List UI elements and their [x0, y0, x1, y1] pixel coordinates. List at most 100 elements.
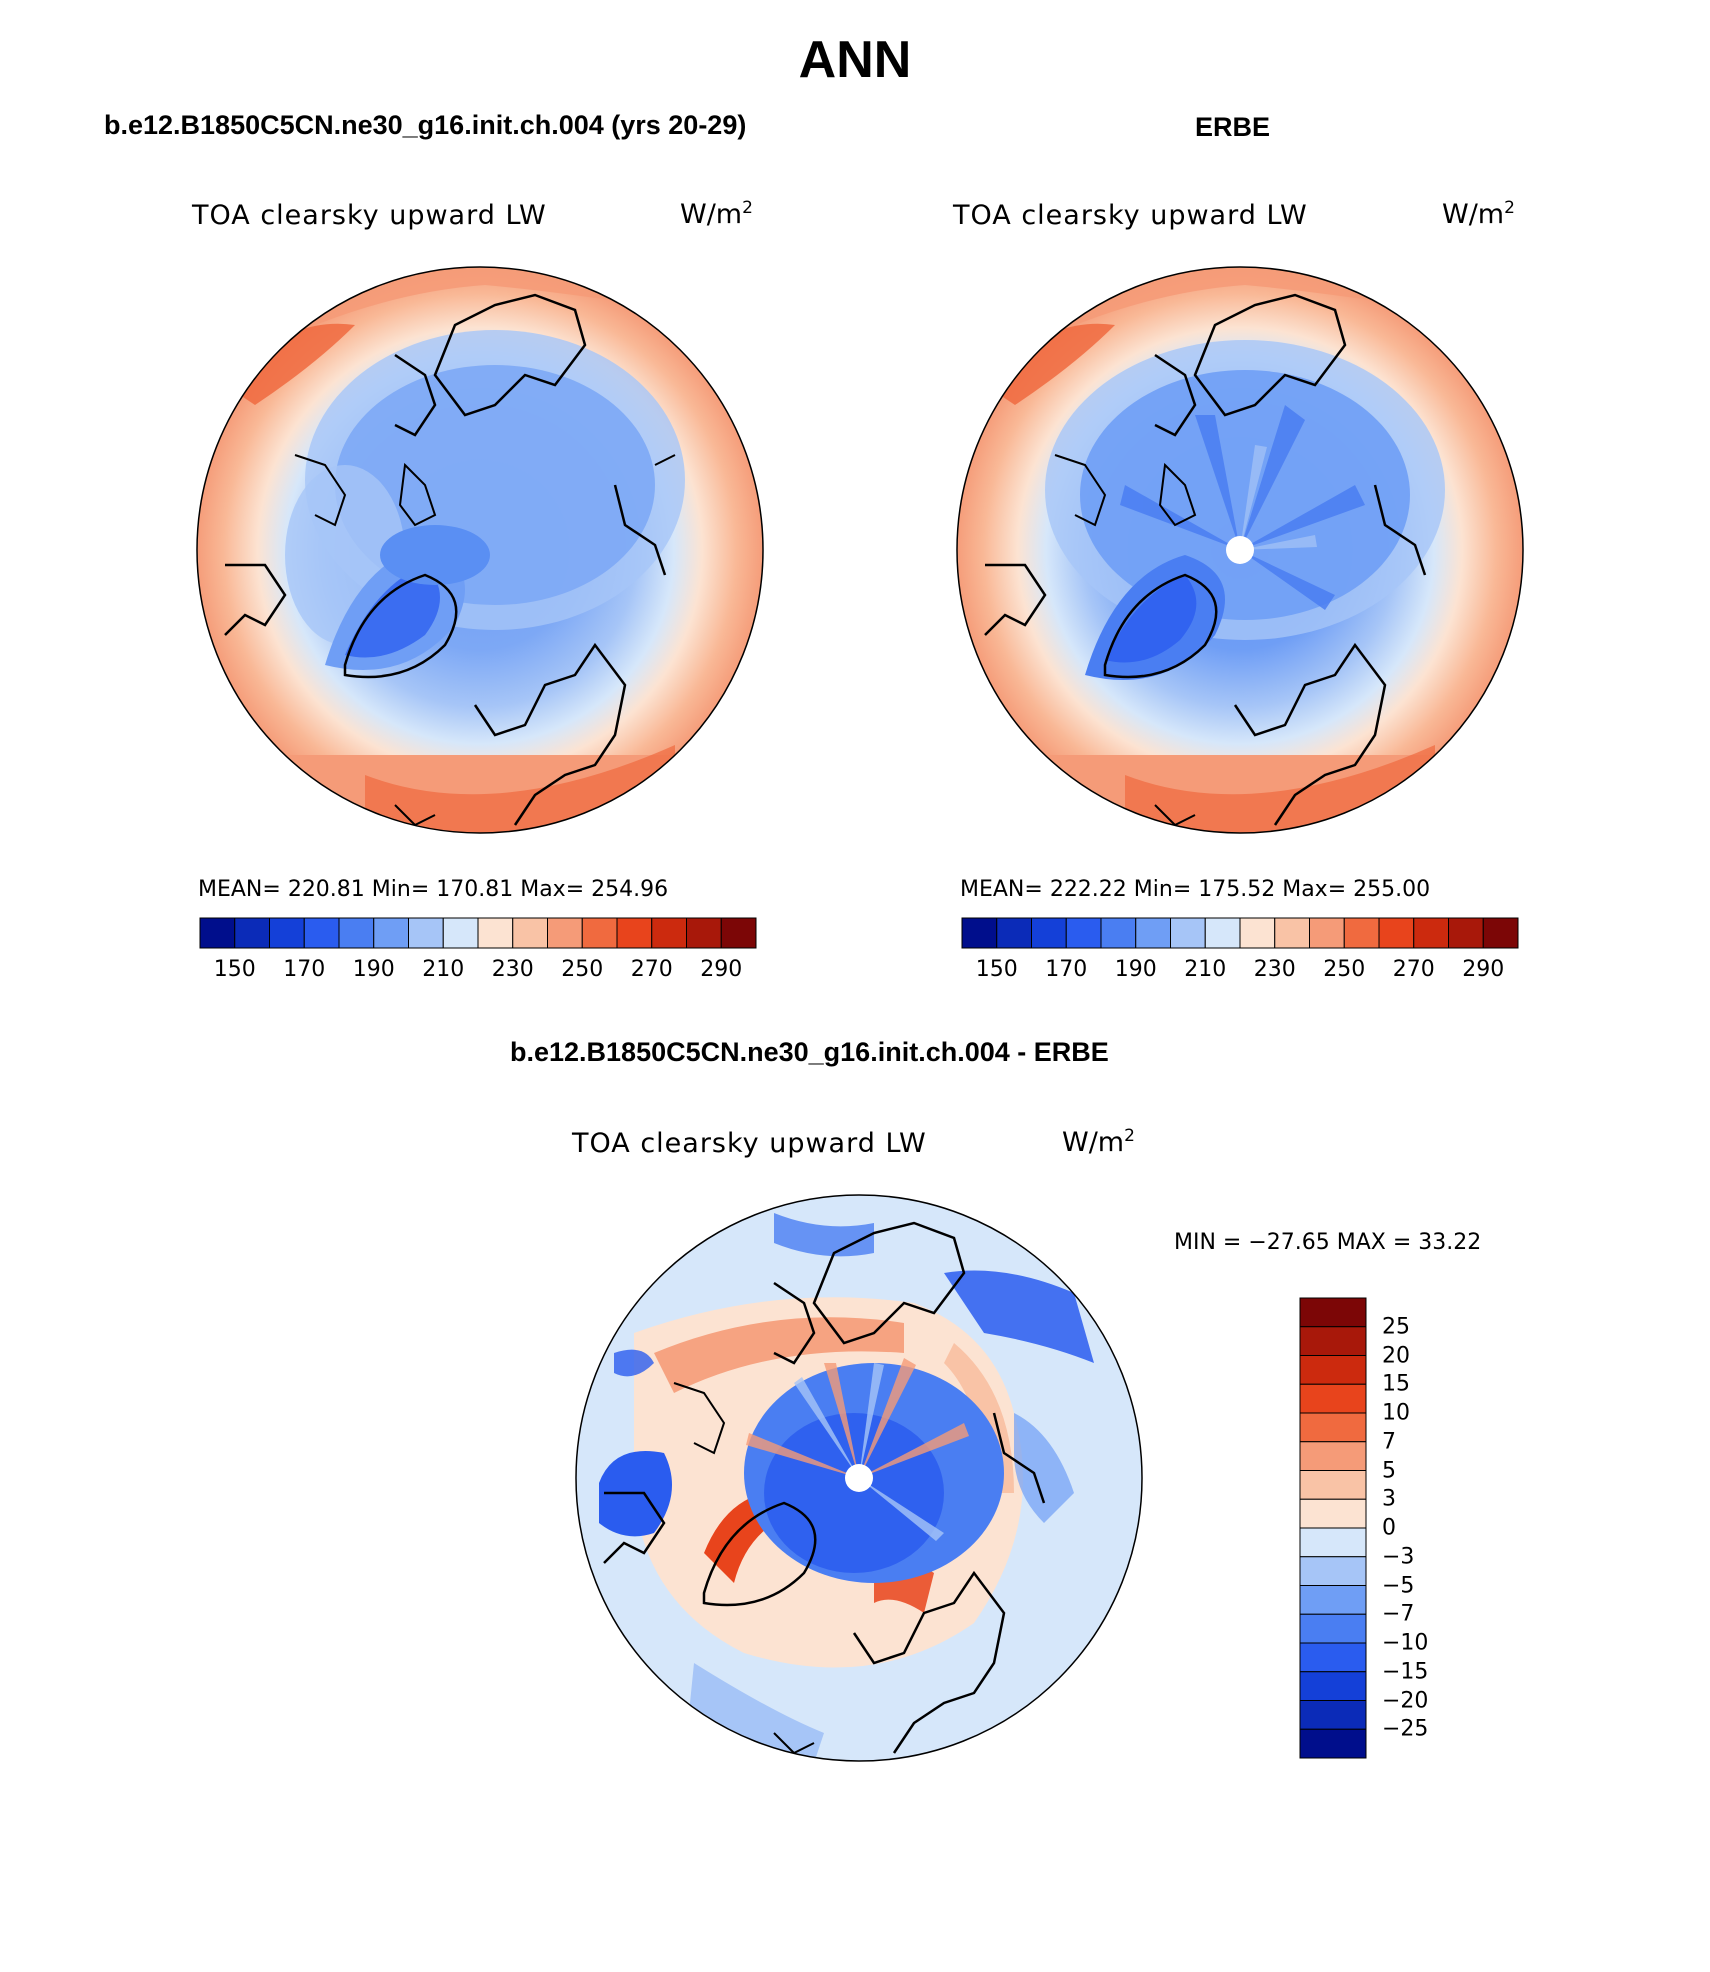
colorbar-swatch: [269, 917, 305, 949]
colorbar-swatch: [1413, 917, 1449, 949]
colorbar-tick-label: −10: [1382, 1630, 1429, 1656]
colorbar-tick-label: 5: [1382, 1458, 1396, 1483]
colorbar-tick-label: 10: [1382, 1400, 1410, 1426]
colorbar-swatch: [373, 917, 409, 949]
colorbar-swatch: [1299, 1642, 1367, 1673]
colorbar-swatch: [1299, 1470, 1367, 1500]
colorbar-swatch: [1204, 917, 1241, 949]
colorbar-tick-label: 250: [1323, 957, 1366, 982]
panel-2-case-title: ERBE: [1195, 112, 1271, 142]
colorbar-swatch: [616, 917, 653, 949]
colorbar-swatch: [1100, 917, 1137, 949]
colorbar-tick-label: 170: [283, 957, 326, 982]
colorbar-swatch: [1170, 917, 1206, 949]
panel-1-polar-map: [196, 266, 764, 834]
difference-minmax: MIN = −27.65 MAX = 33.22: [1174, 1230, 1482, 1255]
difference-field-label: TOA clearsky upward LW: [572, 1128, 927, 1159]
colorbar-swatch: [512, 917, 548, 949]
panel-1-colorbar-ticks: 150 170 190 210 230 250 270 290: [200, 957, 756, 987]
colorbar-tick-label: −5: [1382, 1573, 1415, 1598]
colorbar-swatch: [686, 917, 722, 949]
colorbar-swatch: [1299, 1585, 1367, 1615]
panel-1-case-title: b.e12.B1850C5CN.ne30_g16.init.ch.004 (yr…: [104, 110, 747, 140]
colorbar-tick-label: 20: [1382, 1343, 1410, 1368]
colorbar-tick-label: 210: [422, 957, 465, 982]
panel-1-colorbar: [199, 917, 757, 949]
colorbar-tick-label: 25: [1382, 1314, 1410, 1340]
colorbar-tick-label: 290: [1462, 957, 1505, 982]
colorbar-swatch: [1309, 917, 1345, 949]
colorbar-swatch: [1299, 1498, 1367, 1529]
colorbar-tick-label: −3: [1382, 1544, 1415, 1570]
colorbar-swatch: [651, 917, 687, 949]
panel-1-field-label: TOA clearsky upward LW: [192, 200, 547, 231]
colorbar-tick-label: 150: [975, 957, 1018, 982]
colorbar-swatch: [1299, 1441, 1367, 1471]
colorbar-tick-label: 0: [1382, 1515, 1396, 1541]
colorbar-swatch: [1299, 1613, 1367, 1644]
colorbar-swatch: [1299, 1527, 1367, 1558]
colorbar-swatch: [1065, 917, 1102, 949]
colorbar-tick-label: 230: [1253, 957, 1296, 982]
colorbar-swatch: [1299, 1728, 1367, 1759]
colorbar-swatch: [1299, 1297, 1367, 1328]
colorbar-swatch: [1482, 917, 1519, 949]
difference-polar-map: [575, 1194, 1143, 1762]
colorbar-tick-label: 170: [1045, 957, 1088, 982]
colorbar-swatch: [996, 917, 1032, 949]
colorbar-swatch: [408, 917, 444, 949]
colorbar-swatch: [1448, 917, 1484, 949]
colorbar-swatch: [234, 917, 270, 949]
difference-title: b.e12.B1850C5CN.ne30_g16.init.ch.004 - E…: [510, 1037, 1109, 1067]
colorbar-tick-label: 250: [561, 957, 604, 982]
colorbar-swatch: [720, 917, 757, 949]
panel-2-units: W/m2: [1442, 198, 1515, 230]
colorbar-swatch: [477, 917, 514, 949]
colorbar-tick-label: −20: [1382, 1688, 1429, 1713]
colorbar-swatch: [1299, 1326, 1367, 1356]
colorbar-swatch: [442, 917, 479, 949]
colorbar-swatch: [303, 917, 340, 949]
panel-1-stats: MEAN= 220.81 Min= 170.81 Max= 254.96: [198, 877, 669, 902]
colorbar-swatch: [1135, 917, 1171, 949]
colorbar-swatch: [1299, 1556, 1367, 1586]
colorbar-swatch: [1239, 917, 1276, 949]
colorbar-tick-label: 270: [1392, 957, 1435, 982]
difference-colorbar: [1299, 1297, 1367, 1759]
colorbar-swatch: [547, 917, 583, 949]
colorbar-tick-label: −15: [1382, 1659, 1429, 1685]
colorbar-swatch: [199, 917, 236, 949]
figure-title: ANN: [798, 31, 912, 89]
colorbar-tick-label: 7: [1382, 1429, 1396, 1455]
panel-2-field-label: TOA clearsky upward LW: [953, 200, 1308, 231]
colorbar-swatch: [1378, 917, 1415, 949]
colorbar-swatch: [1299, 1412, 1367, 1443]
colorbar-tick-label: −7: [1382, 1601, 1415, 1627]
panel-1-units: W/m2: [680, 198, 753, 230]
difference-units: W/m2: [1062, 1126, 1135, 1158]
colorbar-swatch: [1299, 1355, 1367, 1385]
colorbar-swatch: [1274, 917, 1310, 949]
colorbar-tick-label: 3: [1382, 1486, 1396, 1512]
colorbar-swatch: [1031, 917, 1067, 949]
panel-2-colorbar-ticks: 150 170 190 210 230 250 270 290: [962, 957, 1518, 987]
colorbar-swatch: [961, 917, 998, 949]
colorbar-tick-label: 15: [1382, 1371, 1410, 1397]
colorbar-tick-label: 190: [352, 957, 395, 982]
panel-2-stats: MEAN= 222.22 Min= 175.52 Max= 255.00: [960, 877, 1431, 902]
colorbar-swatch: [1299, 1383, 1367, 1414]
colorbar-swatch: [581, 917, 618, 949]
colorbar-swatch: [1299, 1671, 1367, 1701]
colorbar-tick-label: −25: [1382, 1716, 1429, 1742]
colorbar-swatch: [1343, 917, 1380, 949]
colorbar-tick-label: 290: [700, 957, 743, 982]
panel-2-polar-map: [956, 266, 1524, 834]
colorbar-tick-label: 190: [1114, 957, 1157, 982]
panel-2-colorbar: [961, 917, 1519, 949]
colorbar-tick-label: 150: [213, 957, 256, 982]
colorbar-swatch: [338, 917, 375, 949]
colorbar-tick-label: 210: [1184, 957, 1227, 982]
difference-colorbar-ticks: 25 20 15 10 7 5 3 0 −3 −5 −7 −10 −15 −20 −25: [1382, 1298, 1502, 1758]
colorbar-tick-label: 230: [491, 957, 534, 982]
colorbar-tick-label: 270: [630, 957, 673, 982]
